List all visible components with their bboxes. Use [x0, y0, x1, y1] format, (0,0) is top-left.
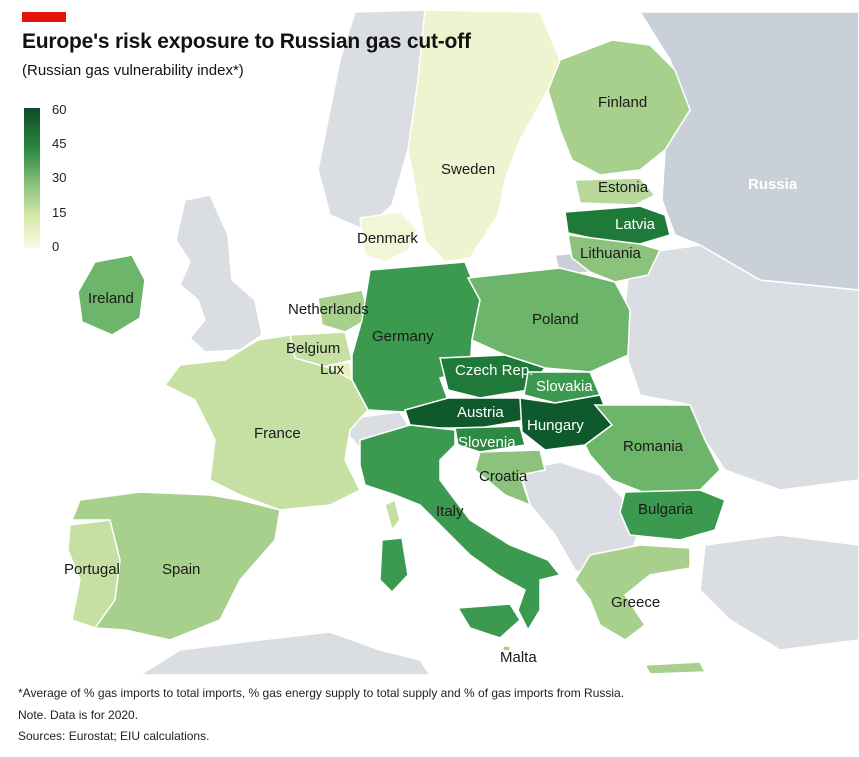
crete-shape [643, 661, 707, 675]
north-africa-shape [137, 631, 432, 676]
label-lux: Lux [320, 361, 345, 378]
sweden-shape [407, 9, 561, 263]
label-belgium: Belgium [286, 340, 340, 357]
label-czech: Czech Rep. [455, 362, 533, 379]
label-russia: Russia [748, 176, 798, 193]
label-poland: Poland [532, 311, 579, 328]
label-france: France [254, 425, 301, 442]
legend-tick-0: 0 [52, 239, 60, 254]
label-austria: Austria [457, 404, 504, 421]
label-latvia: Latvia [615, 216, 656, 233]
label-portugal: Portugal [64, 561, 120, 578]
label-spain: Spain [162, 561, 200, 578]
estonia-shape [574, 177, 657, 206]
label-romania: Romania [623, 438, 684, 455]
uk-shape [175, 194, 263, 353]
denmark-shape [359, 211, 419, 263]
netherlands-shape [317, 289, 371, 333]
footnote-definition: *Average of % gas imports to total impor… [18, 686, 625, 700]
turkey-shape [699, 534, 859, 651]
legend-tick-30: 30 [52, 170, 67, 185]
map-subtitle: (Russian gas vulnerability index*) [22, 62, 244, 79]
label-sweden: Sweden [441, 161, 495, 178]
label-finland: Finland [598, 94, 647, 111]
finland-shape [547, 39, 691, 176]
legend-tick-45: 45 [52, 136, 67, 151]
spain-shape [70, 491, 281, 641]
corsica-shape [384, 498, 401, 532]
france-shape [163, 334, 369, 511]
label-malta: Malta [500, 649, 537, 666]
legend-tick-15: 15 [52, 205, 67, 220]
sicily-shape [456, 603, 521, 639]
map-title: Europe's risk exposure to Russian gas cu… [22, 30, 471, 53]
label-ireland: Ireland [88, 290, 134, 307]
croatia-shape [474, 449, 546, 507]
greece-shape [574, 544, 691, 641]
label-greece: Greece [611, 594, 660, 611]
italy-shape [359, 424, 562, 632]
bulgaria-shape [619, 489, 726, 541]
legend-color-scale [24, 108, 40, 248]
label-netherlands: Netherlands [288, 301, 369, 318]
label-bulgaria: Bulgaria [638, 501, 694, 518]
non-eu-land [137, 9, 859, 676]
lithuania-shape [567, 234, 662, 283]
footnote-sources: Sources: Eurostat; EIU calculations. [18, 729, 210, 743]
label-slovakia: Slovakia [536, 378, 593, 395]
label-croatia: Croatia [479, 468, 528, 485]
label-germany: Germany [372, 328, 434, 345]
label-estonia: Estonia [598, 179, 649, 196]
brand-accent-bar [22, 12, 66, 22]
sardinia-shape [379, 537, 409, 594]
legend-tick-60: 60 [52, 102, 67, 117]
malta-shape [502, 645, 511, 652]
label-lithuania: Lithuania [580, 245, 642, 262]
latvia-shape [564, 205, 671, 245]
label-hungary: Hungary [527, 417, 584, 434]
ireland-shape [77, 254, 146, 336]
label-denmark: Denmark [357, 230, 418, 247]
footnote-note: Note. Data is for 2020. [18, 708, 139, 722]
slovenia-shape [454, 425, 526, 453]
label-slovenia: Slovenia [458, 434, 516, 451]
label-italy: Italy [436, 503, 464, 520]
